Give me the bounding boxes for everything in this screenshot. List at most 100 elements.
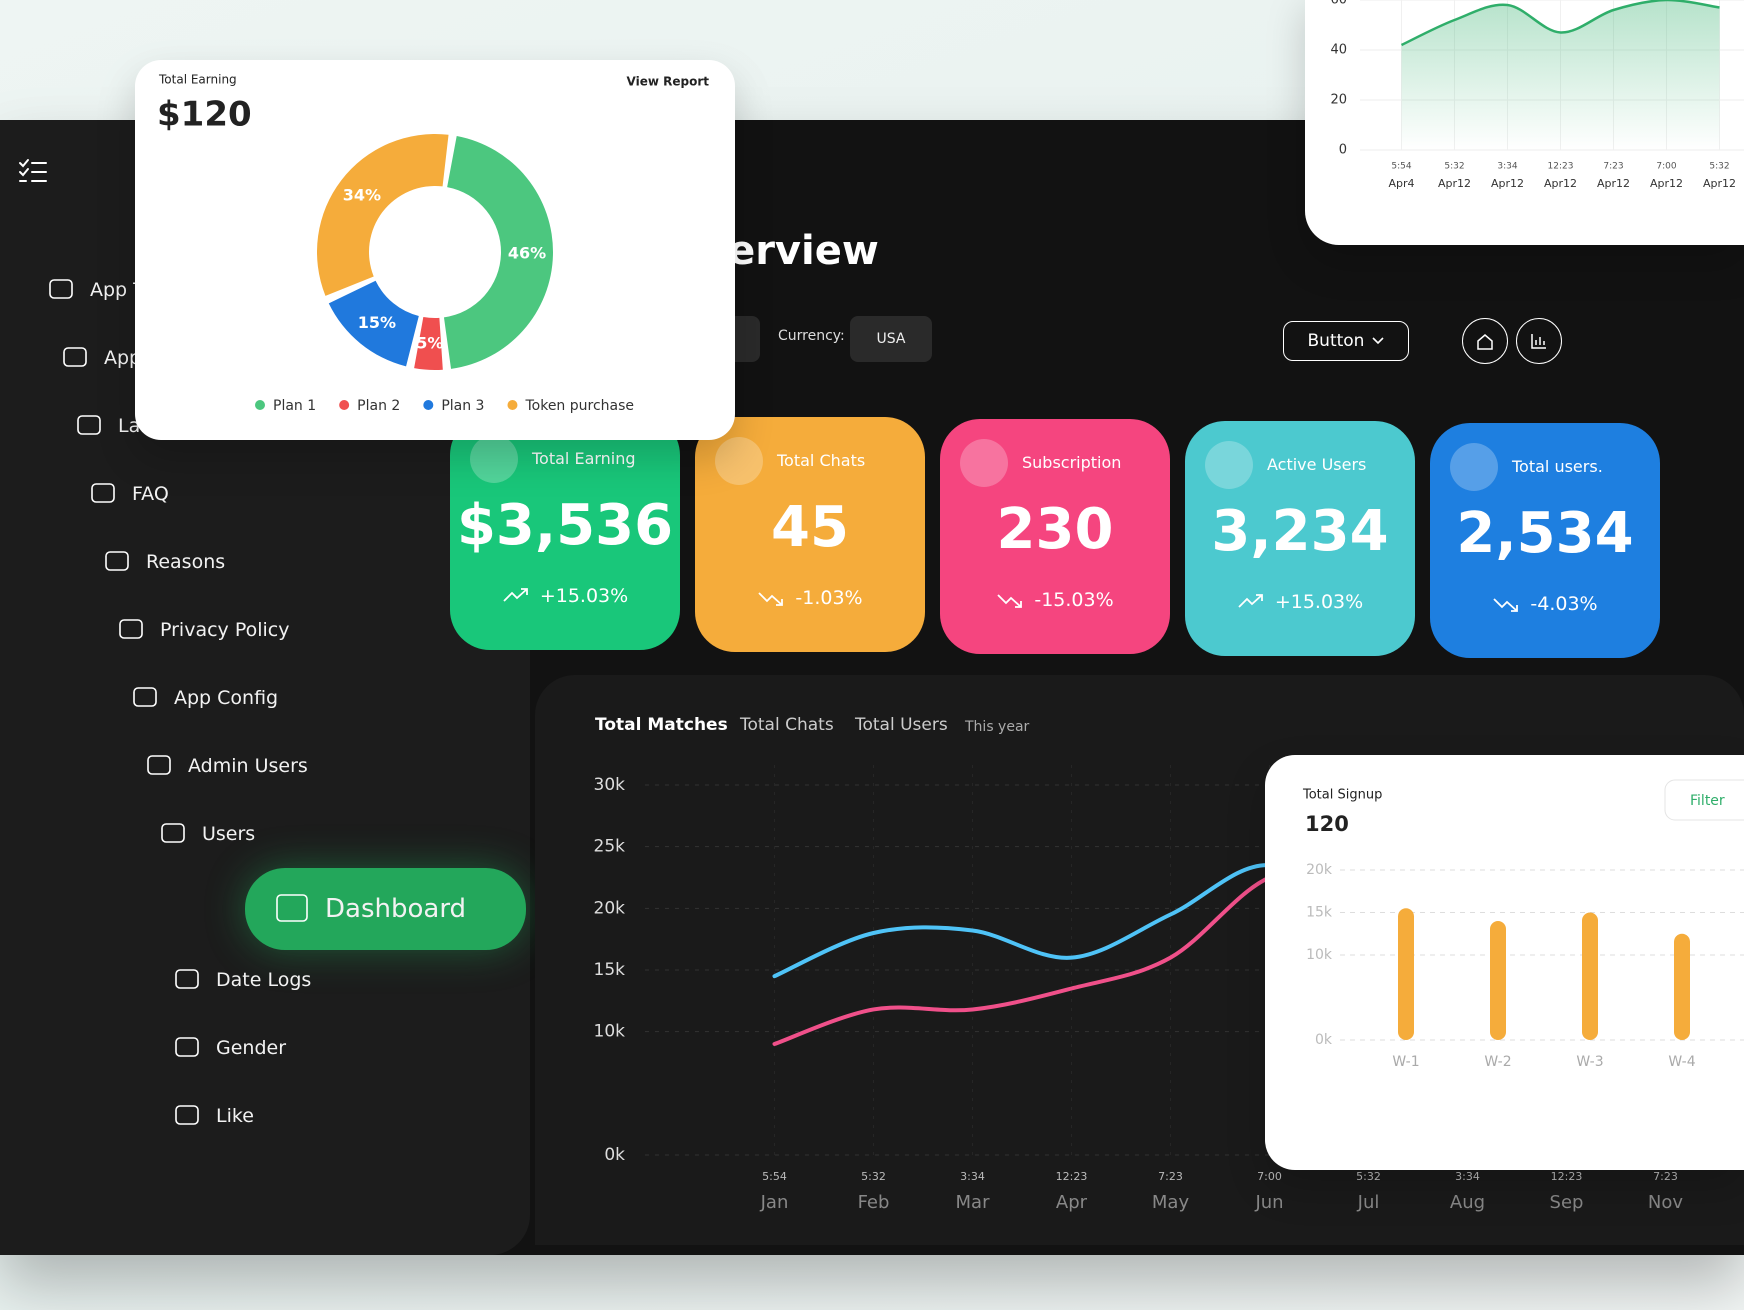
item-label: App Config [174, 687, 279, 709]
change-value: +15.03% [1274, 591, 1364, 613]
chart-tab[interactable]: Total Chats [739, 715, 834, 735]
sidebar-item[interactable]: Privacy Policy [118, 610, 289, 650]
report-icon [1531, 334, 1546, 349]
stat-icon [960, 439, 1008, 487]
stat-change: +15.03% [450, 585, 680, 607]
icon-shape [63, 347, 87, 367]
dropdown-button[interactable]: Button [1283, 321, 1409, 361]
icon-shape [105, 551, 129, 571]
stat-label: Total users. [1512, 457, 1603, 476]
icon-shape [175, 1037, 199, 1057]
sidebar-item[interactable]: Date Logs [174, 960, 311, 1000]
legend-label: Plan 2 [357, 398, 400, 414]
menu-icon[interactable] [18, 158, 48, 186]
home-icon [1477, 334, 1493, 350]
sidebar-item[interactable]: Users [160, 814, 255, 854]
x-time-label: 5:32 [861, 1170, 886, 1183]
bar [1674, 933, 1690, 1040]
home-button[interactable] [1462, 318, 1508, 364]
bar-chart: Total Signup 120 Filter 0k 10k 15k 20k W-1 W-2 W-… [1302, 779, 1744, 1070]
x-time-label: 12:23 [1551, 1170, 1583, 1183]
item-icon [49, 279, 73, 299]
stat-value: $3,536 [456, 493, 674, 558]
x-time-label: 3:34 [1497, 162, 1517, 172]
stat-icon [1450, 443, 1498, 491]
card-title: Total Signup [1302, 788, 1382, 803]
y-tick-label: 10k [1306, 947, 1333, 963]
y-tick-label: 0 [1339, 143, 1347, 158]
stat-icon [715, 437, 763, 485]
item-icon [147, 755, 171, 775]
sidebar-item[interactable]: Admin Users [146, 746, 308, 786]
x-time-label: 3:34 [1455, 1170, 1480, 1183]
sidebar-item[interactable]: Gender [174, 1028, 286, 1068]
icon-shape [161, 823, 185, 843]
trend-arrow [758, 592, 784, 606]
card-title: Total Earning [158, 73, 237, 87]
area-fill [1401, 0, 1720, 150]
arrow-shape [503, 588, 528, 602]
button-label: Button [1307, 331, 1365, 351]
icon-shape [91, 483, 115, 503]
icon-shape [119, 619, 143, 639]
x-time-label: 7:23 [1603, 162, 1623, 172]
x-tick-label: Apr12 [1544, 177, 1577, 190]
filter-label[interactable]: Filter [1690, 793, 1725, 809]
legend-label: Plan 3 [441, 398, 484, 414]
period-label[interactable]: This year [964, 719, 1030, 735]
area-chart: 0 20 40 60 5:54 Apr4 5:32 Apr12 3:34 Apr12 12:23 Ap… [1330, 0, 1744, 190]
change-value: -1.03% [795, 587, 863, 609]
stat-change: -4.03% [1430, 593, 1660, 615]
item-label: Admin Users [188, 755, 308, 777]
stat-icon [1205, 441, 1253, 489]
stat-card[interactable]: Total users. 2,534 -4.03% [1430, 423, 1660, 658]
stat-label: Total Earning [532, 449, 636, 468]
x-tick-label: Apr4 [1388, 177, 1414, 190]
filter-button[interactable] [1664, 779, 1744, 821]
item-label: Date Logs [216, 969, 312, 991]
donut-chart: Total Earning $120 View Report 46% 5% 15% 34% P… [157, 73, 710, 415]
stat-card[interactable]: Active Users 3,234 +15.03% [1185, 421, 1415, 656]
x-tick-label: Apr12 [1703, 177, 1736, 190]
stat-value: 3,234 [1211, 499, 1389, 564]
stat-card[interactable]: Subscription 230 -15.03% [940, 419, 1170, 654]
sidebar-item[interactable]: FAQ [90, 474, 169, 514]
legend-dot [255, 400, 265, 410]
legend-label: Plan 1 [273, 398, 316, 414]
sidebar-item[interactable]: App Config [132, 678, 278, 718]
stat-card[interactable]: Total Earning $3,536 +15.03% [450, 415, 680, 650]
y-tick-label: 15k [594, 960, 626, 980]
legend-label: Token purchase [524, 398, 634, 414]
y-tick-label: 20k [594, 898, 626, 918]
chart-tab[interactable]: Total Users [854, 715, 948, 735]
arrow-shape [1493, 598, 1519, 612]
icon-shape [147, 755, 171, 775]
x-tick-label: Aug [1450, 1192, 1485, 1213]
x-tick-label: Jan [760, 1192, 789, 1213]
card-total: 120 [1305, 812, 1349, 836]
sidebar-item[interactable]: Like [174, 1096, 254, 1136]
sidebar-item[interactable]: Dashboard [245, 868, 527, 950]
stat-card[interactable]: Total Chats 45 -1.03% [695, 417, 925, 652]
item-icon [119, 619, 143, 639]
donut-slice [317, 134, 449, 296]
item-label: Reasons [146, 551, 226, 573]
x-tick-label: Sep [1550, 1192, 1584, 1213]
change-value: -4.03% [1530, 593, 1598, 615]
sidebar-item[interactable]: Reasons [104, 542, 225, 582]
trend-arrow [1238, 594, 1263, 608]
y-tick-label: 10k [594, 1022, 626, 1042]
earning-card: Total Earning $120 View Report 46% 5% 15% 34% P… [135, 60, 735, 440]
stat-value: 45 [771, 495, 849, 560]
donut-slice [414, 316, 443, 371]
y-tick-label: 20k [1306, 862, 1333, 878]
report-button[interactable] [1516, 318, 1562, 364]
stat-value: 230 [996, 497, 1114, 562]
y-tick-label: 0k [604, 1145, 625, 1165]
chart-tab[interactable]: Total Matches [595, 715, 728, 735]
view-report[interactable]: View Report [627, 75, 710, 89]
stat-change: -15.03% [940, 589, 1170, 611]
currency-select[interactable]: USA [850, 316, 932, 362]
currency-value: USA [876, 331, 906, 347]
item-icon [133, 687, 157, 707]
